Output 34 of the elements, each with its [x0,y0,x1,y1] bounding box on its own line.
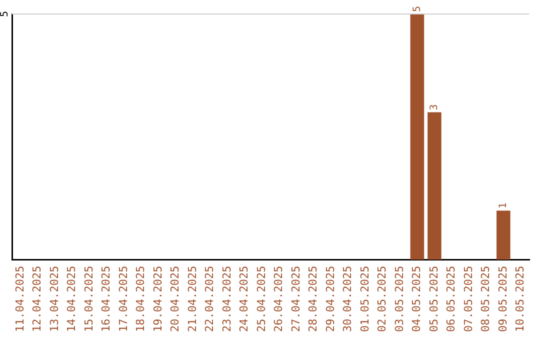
x-tick-label: 27.04.2025 [289,266,302,332]
x-tick-label: 11.04.2025 [13,266,26,332]
x-tick-label: 03.05.2025 [392,266,406,332]
x-tick-label: 07.05.2025 [462,266,475,332]
x-tick-label: 28.04.2025 [306,266,320,332]
x-tick-label: 15.04.2025 [82,266,96,332]
x-tick-label: 01.05.2025 [358,266,372,332]
x-tick-label: 19.04.2025 [151,266,164,332]
x-tick-label: 10.05.2025 [514,266,527,332]
x-tick-label: 30.04.2025 [341,266,354,332]
x-tick-label: 06.05.2025 [444,266,458,332]
x-tick-label: 18.04.2025 [134,266,148,332]
x-tick-label: 05.05.2025 [427,266,440,332]
ref-line-label: 5 [0,10,11,18]
x-tick-label: 21.04.2025 [186,266,199,332]
x-tick-label: 14.04.2025 [65,266,78,332]
x-tick-label: 02.05.2025 [376,266,389,332]
x-tick-label: 04.05.2025 [410,266,424,332]
x-tick-label: 25.04.2025 [254,266,268,332]
data-label: 3 [429,104,440,110]
x-tick-label: 23.04.2025 [220,266,234,332]
x-tick-label: 24.04.2025 [238,266,251,332]
data-label: 1 [498,202,510,209]
data-label: 5 [412,6,423,12]
x-tick-label: 12.04.2025 [30,266,44,332]
x-tick-label: 26.04.2025 [272,266,286,332]
x-tick-label: 08.05.2025 [479,266,492,332]
x-tick-label: 20.04.2025 [168,266,182,332]
x-tick-label: 09.05.2025 [496,266,510,332]
x-tick-label: 16.04.2025 [100,266,113,332]
x-tick-label: 29.04.2025 [324,266,337,332]
x-tick-label: 22.04.2025 [203,266,216,332]
x-tick-label: 13.04.2025 [48,266,61,332]
x-tick-label: 17.04.2025 [116,266,130,332]
